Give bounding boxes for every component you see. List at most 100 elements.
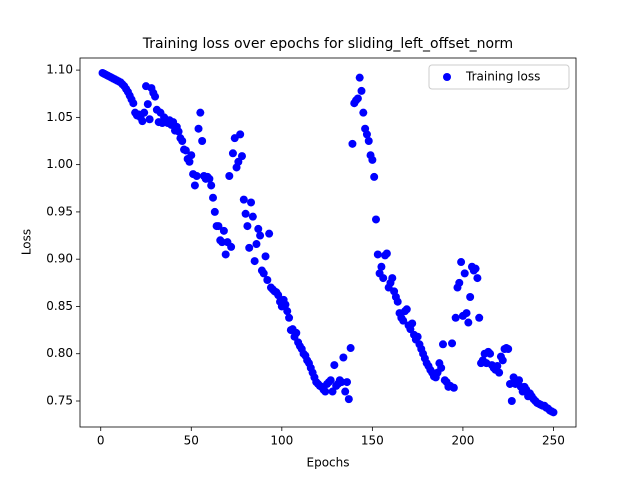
data-point bbox=[237, 152, 246, 161]
legend-marker bbox=[443, 73, 451, 81]
y-tick-label: 0.90 bbox=[46, 252, 73, 266]
data-point bbox=[185, 157, 194, 166]
chart-title: Training loss over epochs for sliding_le… bbox=[142, 36, 513, 52]
legend-label: Training loss bbox=[465, 70, 540, 84]
data-point bbox=[504, 345, 513, 354]
data-point bbox=[348, 139, 357, 148]
data-point bbox=[241, 209, 250, 218]
y-tick-label: 0.75 bbox=[46, 394, 73, 408]
data-point bbox=[413, 332, 422, 341]
data-point bbox=[388, 274, 397, 283]
data-point bbox=[402, 305, 411, 314]
data-point bbox=[151, 92, 160, 101]
data-point bbox=[256, 231, 265, 240]
data-point bbox=[250, 257, 259, 266]
data-point bbox=[227, 242, 236, 251]
data-point bbox=[234, 157, 243, 166]
data-point bbox=[344, 395, 353, 404]
data-point bbox=[377, 262, 386, 271]
data-point bbox=[371, 215, 380, 224]
data-point bbox=[205, 174, 214, 183]
y-tick-label: 1.05 bbox=[46, 110, 73, 124]
x-tick-label: 250 bbox=[542, 434, 565, 448]
y-tick-label: 0.95 bbox=[46, 204, 73, 218]
data-point bbox=[341, 387, 350, 396]
data-point bbox=[364, 137, 373, 146]
legend-box bbox=[428, 64, 570, 90]
data-point bbox=[292, 328, 301, 337]
data-point bbox=[475, 313, 484, 322]
data-point bbox=[196, 108, 205, 117]
data-point bbox=[207, 181, 216, 190]
data-point bbox=[473, 274, 482, 283]
data-point bbox=[178, 137, 187, 146]
x-tick-label: 100 bbox=[270, 434, 293, 448]
data-point bbox=[263, 275, 272, 284]
data-point bbox=[353, 94, 362, 103]
data-point bbox=[457, 258, 466, 267]
plot-frame bbox=[79, 57, 577, 428]
data-point bbox=[466, 293, 475, 302]
data-point bbox=[515, 376, 524, 385]
data-point bbox=[448, 339, 457, 348]
data-point bbox=[486, 349, 495, 358]
data-point bbox=[283, 307, 292, 316]
data-point bbox=[274, 291, 283, 300]
data-point bbox=[243, 222, 252, 231]
data-point bbox=[190, 181, 199, 190]
data-point bbox=[460, 269, 469, 278]
data-point bbox=[261, 252, 270, 261]
data-point bbox=[248, 212, 257, 221]
data-point bbox=[236, 130, 245, 139]
data-point bbox=[219, 226, 228, 235]
data-point bbox=[326, 376, 335, 385]
data-point bbox=[174, 127, 183, 136]
data-point bbox=[265, 229, 274, 238]
data-point bbox=[373, 250, 382, 259]
data-point bbox=[181, 146, 190, 155]
x-tick-label: 50 bbox=[184, 434, 199, 448]
data-point bbox=[187, 151, 196, 160]
data-point bbox=[209, 193, 218, 202]
data-point bbox=[370, 172, 379, 181]
data-point bbox=[228, 149, 237, 158]
y-tick-label: 1.10 bbox=[46, 63, 73, 77]
data-point bbox=[259, 269, 268, 278]
data-point bbox=[239, 195, 248, 204]
data-point bbox=[346, 344, 355, 353]
x-tick-label: 0 bbox=[97, 434, 105, 448]
data-point bbox=[355, 73, 364, 82]
data-point bbox=[343, 378, 352, 387]
data-point bbox=[438, 340, 447, 349]
data-point bbox=[221, 250, 230, 259]
data-point bbox=[357, 86, 366, 95]
data-point bbox=[399, 316, 408, 325]
data-point bbox=[254, 224, 263, 233]
data-point bbox=[362, 130, 371, 139]
data-point bbox=[247, 198, 256, 207]
data-point bbox=[368, 155, 377, 164]
data-point bbox=[198, 137, 207, 146]
data-point bbox=[145, 115, 154, 124]
y-tick-label: 1.00 bbox=[46, 157, 73, 171]
data-point bbox=[192, 171, 201, 180]
data-point bbox=[140, 108, 149, 117]
data-point bbox=[129, 99, 138, 108]
data-point bbox=[379, 274, 388, 283]
data-point bbox=[210, 207, 219, 216]
data-point bbox=[225, 171, 234, 180]
data-point bbox=[549, 408, 558, 417]
data-point bbox=[498, 356, 507, 365]
data-point bbox=[493, 362, 502, 371]
data-point bbox=[138, 117, 147, 126]
data-point bbox=[393, 297, 402, 306]
data-point bbox=[214, 222, 223, 231]
data-point bbox=[194, 124, 203, 133]
data-point bbox=[451, 313, 460, 322]
data-point bbox=[359, 108, 368, 117]
y-tick-label: 0.80 bbox=[46, 346, 73, 360]
data-point bbox=[339, 353, 348, 362]
data-point bbox=[285, 313, 294, 322]
data-point bbox=[330, 361, 339, 370]
